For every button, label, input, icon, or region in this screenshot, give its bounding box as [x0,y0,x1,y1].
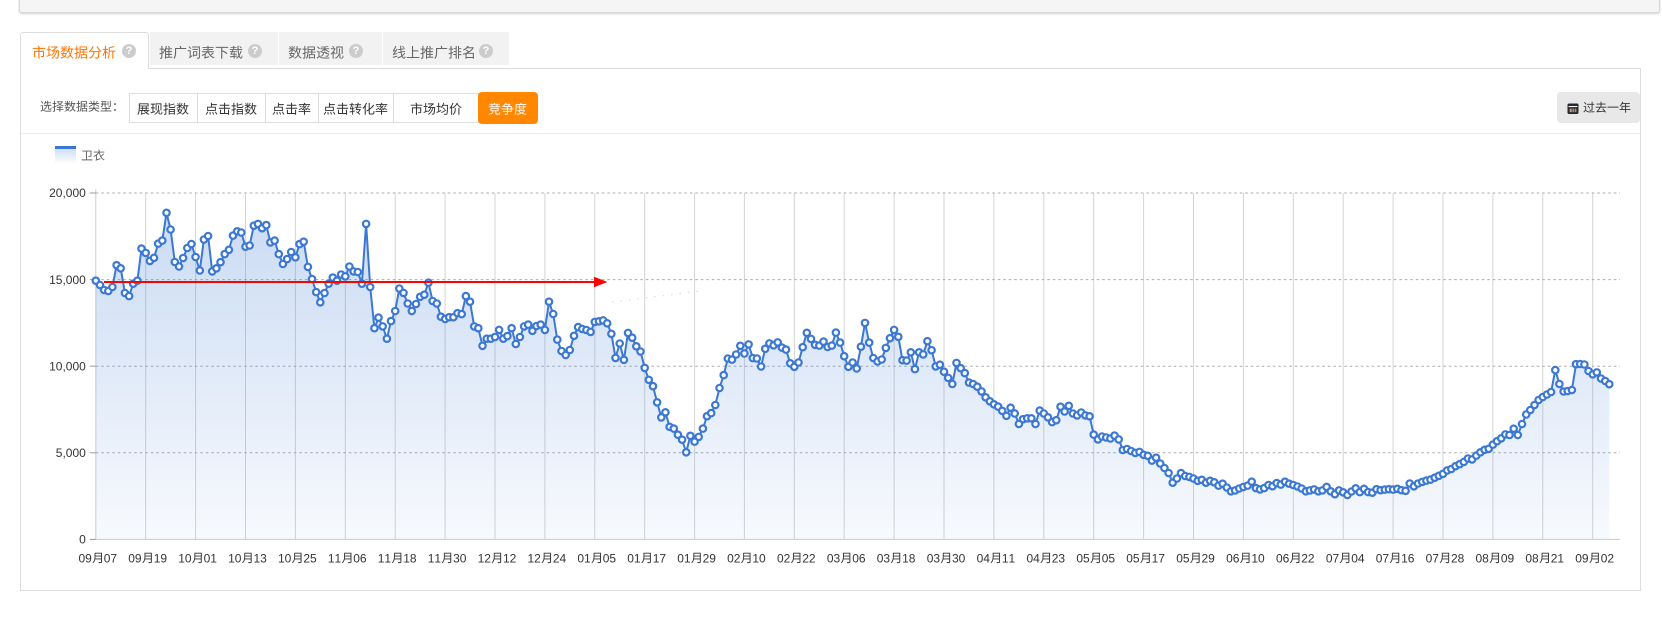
svg-text:10: 10 [278,552,292,566]
svg-text:05: 05 [1076,552,1090,566]
svg-text:21: 21 [1551,552,1565,566]
svg-text:17: 17 [653,552,667,566]
svg-text:01: 01 [677,552,691,566]
svg-text:05: 05 [1102,552,1116,566]
svg-text:03: 03 [827,552,841,566]
svg-text:30: 30 [952,552,966,566]
svg-text:06: 06 [1276,552,1290,566]
svg-text:10: 10 [1251,552,1265,566]
svg-text:0: 0 [79,533,86,547]
svg-text:03: 03 [877,552,891,566]
svg-text:30: 30 [453,552,467,566]
svg-text:18: 18 [902,552,916,566]
svg-text:11: 11 [328,552,342,566]
svg-text:11: 11 [378,552,392,566]
svg-text:08: 08 [1525,552,1539,566]
svg-text:01: 01 [627,552,641,566]
svg-text:11: 11 [1002,552,1016,566]
svg-text:10: 10 [228,552,242,566]
svg-text:05: 05 [603,552,617,566]
svg-text:06: 06 [1226,552,1240,566]
svg-text:13: 13 [254,552,268,566]
svg-text:09: 09 [79,552,93,566]
svg-text:19: 19 [154,552,168,566]
svg-text:29: 29 [1202,552,1216,566]
svg-text:07: 07 [1426,552,1440,566]
svg-text:03: 03 [927,552,941,566]
svg-text:22: 22 [1301,552,1315,566]
svg-text:20,000: 20,000 [49,186,86,200]
svg-text:18: 18 [403,552,417,566]
svg-text:06: 06 [353,552,367,566]
svg-text:12: 12 [528,552,542,566]
svg-text:25: 25 [303,552,317,566]
svg-text:17: 17 [1152,552,1166,566]
svg-text:23: 23 [1052,552,1066,566]
svg-text:06: 06 [852,552,866,566]
svg-text:28: 28 [1451,552,1465,566]
svg-text:11: 11 [428,552,442,566]
svg-text:09: 09 [128,552,142,566]
svg-text:12: 12 [478,552,492,566]
svg-text:09: 09 [1501,552,1515,566]
svg-text:29: 29 [703,552,717,566]
svg-text:02: 02 [777,552,791,566]
svg-text:5,000: 5,000 [56,446,86,460]
svg-text:05: 05 [1126,552,1140,566]
svg-text:05: 05 [1176,552,1190,566]
svg-text:08: 08 [1476,552,1490,566]
svg-text:22: 22 [802,552,816,566]
svg-text:24: 24 [553,552,567,566]
svg-text:15,000: 15,000 [49,273,86,287]
svg-text:01: 01 [577,552,591,566]
svg-text:07: 07 [1376,552,1390,566]
svg-text:04: 04 [1351,552,1365,566]
svg-text:04: 04 [1027,552,1041,566]
svg-text:02: 02 [727,552,741,566]
svg-text:10,000: 10,000 [49,359,86,373]
svg-text:10: 10 [178,552,192,566]
svg-text:09: 09 [1575,552,1589,566]
svg-text:04: 04 [977,552,991,566]
svg-text:07: 07 [1326,552,1340,566]
svg-text:02: 02 [1601,552,1615,566]
svg-text:07: 07 [104,552,118,566]
svg-text:01: 01 [204,552,218,566]
svg-text:12: 12 [503,552,517,566]
svg-text:10: 10 [752,552,766,566]
svg-text:16: 16 [1401,552,1415,566]
